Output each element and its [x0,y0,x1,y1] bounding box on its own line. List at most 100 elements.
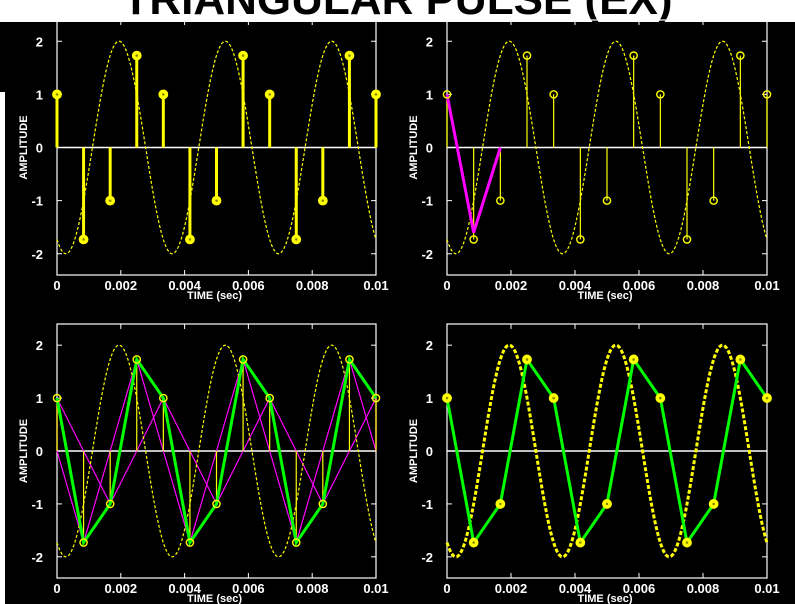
x-axis-label: TIME (sec) [187,290,242,302]
y-tick-label: -2 [31,247,43,262]
y-tick-label: 0 [426,141,433,156]
sample-marker [629,51,638,60]
x-axis-label: TIME (sec) [577,593,632,604]
y-axis-label: AMPLITUDE [18,419,30,483]
sample-marker-center [241,54,245,57]
y-axis-label: AMPLITUDE [18,115,30,179]
x-tick-label: 0.002 [105,278,138,293]
sample-marker [132,355,142,364]
panel-top-right: 0 0.002 0.004 0.006 0.008 0.01 -2 -1 0 1 2 TIME (se… [408,19,780,302]
sample-marker [576,235,585,244]
x-tick-label: 0.004 [168,581,201,596]
y-tick-label: -2 [421,550,433,565]
sample-marker [212,499,221,509]
sample-marker [291,538,301,547]
sample-marker-center [605,502,609,506]
sample-marker [371,393,381,403]
sample-marker-center [472,541,475,544]
x-tick-label: 0.006 [232,581,265,596]
y-tick-label: -1 [421,497,433,512]
x-tick-label: 0 [443,278,450,293]
left-edge-strip [0,92,5,604]
x-tick-label: 0 [443,581,450,596]
panel-top-left: 0 0.002 0.004 0.006 0.008 0.01 -2 -1 0 1 2 TIME (se… [18,19,389,302]
sample-marker-center [162,93,165,96]
sample-marker [105,499,115,509]
sample-marker-center [348,54,351,57]
x-tick-label: 0.002 [495,581,528,596]
interpolated-line [55,355,378,547]
pulse-triangle [445,94,502,233]
x-tick-label: 0 [53,581,60,596]
sample-marker [522,51,532,60]
sample-marker-center [188,238,192,241]
x-tick-label: 0.006 [232,278,265,293]
sample-marker [469,235,478,244]
sample-marker-center [765,396,769,400]
sample-marker [762,90,772,99]
page-title: TRIANGULAR PULSE (EX) [0,0,795,22]
sinusoid-curve [56,344,377,558]
y-tick-label: -2 [31,550,43,565]
panel-bottom-left: 0 0.002 0.004 0.006 0.008 0.01 -2 -1 0 1 2 TIME (se… [18,323,389,604]
sample-marker [318,499,328,509]
x-tick-label: 0.01 [363,278,388,293]
sample-marker-center [685,541,689,544]
sample-marker-center [632,358,635,361]
x-tick-label: 0.008 [687,278,720,293]
figure-background [0,22,795,604]
y-axis-label: AMPLITUDE [408,419,420,483]
sample-marker [709,196,718,205]
y-tick-label: 2 [36,338,43,353]
sample-marker-center [499,502,502,506]
y-tick-label: -1 [31,497,43,512]
sample-marker-center [294,238,298,241]
sample-marker [656,90,665,99]
x-tick-label: 0 [53,278,60,293]
sample-marker-center [739,358,742,361]
x-tick-label: 0.008 [687,581,720,596]
sample-marker-center [445,396,449,400]
y-tick-label: 1 [36,391,43,406]
sample-marker [79,538,88,547]
sample-marker-center [268,93,271,96]
x-tick-label: 0.006 [623,581,656,596]
y-tick-label: 0 [36,141,43,156]
sample-marker [345,355,354,364]
y-tick-label: 1 [426,391,433,406]
sample-marker-center [525,358,529,361]
x-tick-label: 0.002 [105,581,138,596]
x-tick-label: 0.008 [296,278,329,293]
x-tick-label: 0.004 [559,278,592,293]
y-tick-label: -1 [31,194,43,209]
sample-marker-center [215,199,218,202]
sample-marker-center [552,396,555,400]
x-tick-label: 0.01 [363,581,388,596]
sample-marker [736,51,745,60]
x-tick-label: 0.01 [754,278,779,293]
sample-marker [238,355,248,364]
sample-marker [549,90,558,99]
sample-marker [496,196,505,205]
panel-bottom-right: 0 0.002 0.004 0.006 0.008 0.01 -2 -1 0 1 2 TIME (se… [408,323,780,604]
sample-marker-center [135,54,139,57]
y-tick-label: 2 [426,338,433,353]
sample-marker [159,393,168,403]
sample-marker-center [82,238,85,241]
sample-marker-center [108,199,112,202]
y-tick-label: -2 [421,247,433,262]
sample-marker-center [712,502,715,506]
y-tick-label: 0 [36,444,43,459]
x-tick-label: 0.004 [559,581,592,596]
y-tick-label: 1 [36,87,43,102]
x-tick-label: 0.002 [495,278,528,293]
sample-marker [185,538,195,547]
sample-marker [442,90,452,99]
y-tick-label: 0 [426,444,433,459]
sinusoid-curve [446,40,768,255]
x-tick-label: 0.01 [754,581,779,596]
y-axis-label: AMPLITUDE [408,115,420,179]
sample-marker-center [55,93,59,96]
x-axis-label: TIME (sec) [577,290,632,302]
